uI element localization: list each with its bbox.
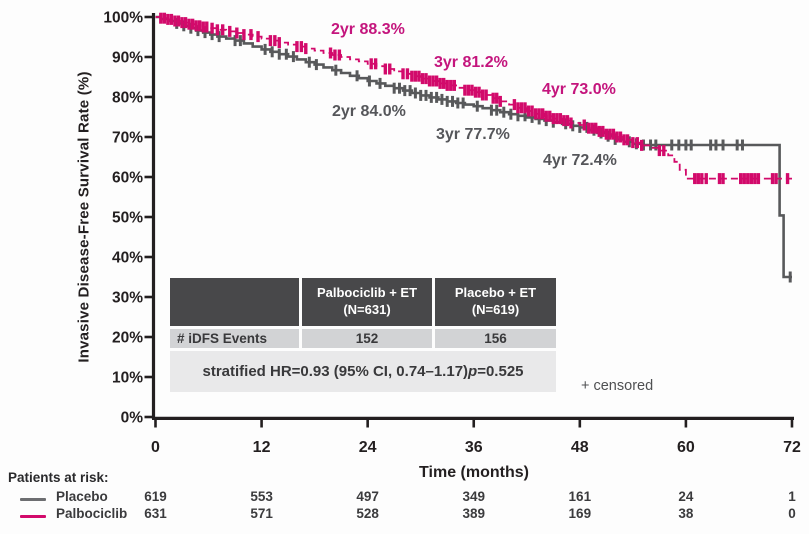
idfs-events-placebo-value: 156: [435, 329, 556, 348]
at-risk-count: 349: [462, 489, 485, 504]
y-tick-label: 100%: [103, 10, 143, 27]
y-tick-label: 40%: [112, 250, 143, 267]
table-header-palbociclib-n: (N=631): [343, 302, 391, 317]
y-tick-label: 80%: [112, 90, 143, 107]
hazard-ratio-footnote: stratified HR=0.93 (95% CI, 0.74–1.17) p…: [170, 351, 556, 392]
y-tick-label: 0%: [121, 410, 144, 427]
y-tick-label: 50%: [112, 210, 143, 227]
at-risk-count: 497: [356, 489, 379, 504]
y-tick-label: 30%: [112, 290, 143, 307]
x-tick-label: 48: [571, 439, 589, 456]
at-risk-count: 619: [144, 489, 167, 504]
table-header-palbociclib: Palbociclib + ET (N=631): [302, 278, 432, 326]
idfs-events-palbociclib-value: 152: [302, 329, 432, 348]
x-tick-label: 24: [359, 439, 377, 456]
at-risk-count: 169: [568, 506, 592, 521]
table-header-placebo-arm: Placebo + ET: [454, 285, 537, 301]
idfs-events-row-label: # iDFS Events: [170, 329, 299, 348]
at-risk-count: 161: [568, 489, 592, 504]
p-value-symbol: p: [468, 363, 478, 380]
at-risk-count: 38: [678, 506, 694, 521]
annotation-palbociclib-3yr: 3yr 81.2%: [434, 54, 508, 71]
at-risk-counts-palbociclib: 631 571 528 389 169 38 0: [0, 506, 809, 522]
censored-note: + censored: [581, 378, 654, 394]
y-tick-label: 60%: [112, 170, 143, 187]
patients-at-risk-label: Patients at risk:: [8, 470, 109, 485]
table-header-placebo-n: (N=619): [471, 302, 520, 317]
annotation-placebo-2yr: 2yr 84.0%: [332, 103, 406, 120]
at-risk-count: 389: [462, 506, 485, 521]
annotation-palbociclib-2yr: 2yr 88.3%: [331, 21, 405, 38]
palbociclib-line-swatch: [20, 515, 46, 518]
p-value-text: =0.525: [477, 363, 524, 380]
y-tick-label: 10%: [112, 370, 143, 387]
x-tick-label: 0: [151, 439, 160, 456]
x-tick-label: 72: [783, 439, 801, 456]
table-header-palbociclib-arm: Palbociclib + ET: [316, 285, 418, 301]
at-risk-count: 528: [356, 506, 379, 521]
x-tick-label: 12: [253, 439, 271, 456]
at-risk-row-placebo-name: Placebo: [56, 489, 108, 504]
at-risk-count: 571: [250, 506, 273, 521]
results-table: Palbociclib + ET (N=631) Placebo + ET (N…: [170, 278, 557, 392]
at-risk-count: 1: [788, 489, 796, 504]
at-risk-counts-placebo: 619 553 497 349 161 24 1: [0, 489, 809, 505]
hazard-ratio-text: stratified HR=0.93 (95% CI, 0.74–1.17): [202, 363, 469, 380]
annotation-placebo-3yr: 3yr 77.7%: [436, 126, 510, 143]
at-risk-count: 631: [144, 506, 167, 521]
x-tick-label: 60: [677, 439, 695, 456]
at-risk-count: 24: [678, 489, 694, 504]
y-tick-label: 20%: [112, 330, 143, 347]
x-axis-title: Time (months): [419, 464, 529, 481]
x-tick-label: 36: [465, 439, 483, 456]
annotation-placebo-4yr: 4yr 72.4%: [543, 152, 617, 169]
y-tick-label: 70%: [112, 130, 143, 147]
y-tick-label: 90%: [112, 50, 143, 67]
at-risk-count: 553: [250, 489, 273, 504]
at-risk-count: 0: [788, 506, 796, 521]
survival-curve-palbociclib: [155, 16, 792, 180]
at-risk-row-palbociclib-name: Palbociclib: [56, 506, 128, 521]
table-header-placebo: Placebo + ET (N=619): [435, 278, 556, 326]
y-axis-title: Invasive Disease-Free Survival Rate (%): [75, 71, 93, 363]
placebo-line-swatch: [20, 498, 46, 501]
annotation-palbociclib-4yr: 4yr 73.0%: [542, 81, 616, 98]
table-corner-cell: [170, 278, 299, 326]
